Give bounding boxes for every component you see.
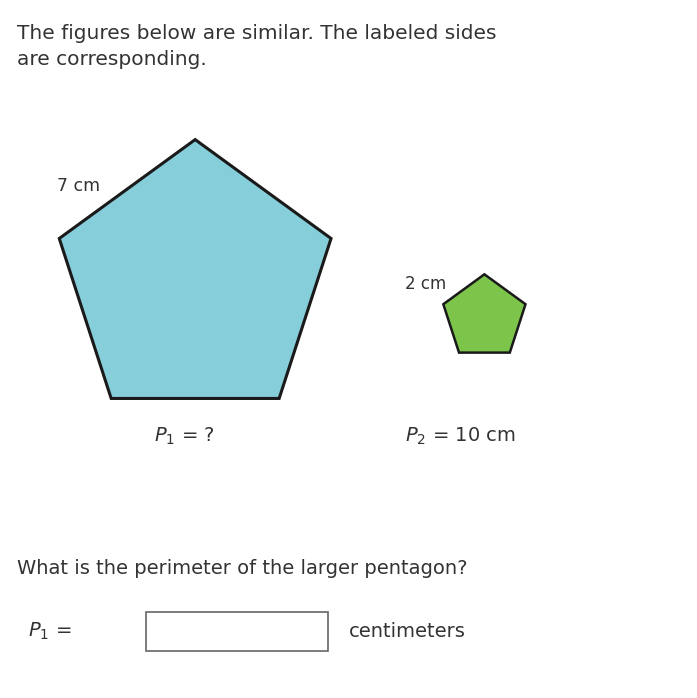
Text: centimeters: centimeters — [348, 622, 466, 641]
Text: 2 cm: 2 cm — [405, 275, 446, 292]
FancyBboxPatch shape — [146, 612, 328, 651]
Text: $P_2$ = 10 cm: $P_2$ = 10 cm — [405, 426, 515, 447]
Text: 7 cm: 7 cm — [57, 177, 100, 195]
Polygon shape — [59, 140, 331, 399]
Text: $P_1$ =: $P_1$ = — [28, 621, 72, 642]
Text: What is the perimeter of the larger pentagon?: What is the perimeter of the larger pent… — [17, 559, 468, 579]
Text: $P_1$ = ?: $P_1$ = ? — [154, 426, 215, 447]
Text: The figures below are similar. The labeled sides
are corresponding.: The figures below are similar. The label… — [17, 24, 497, 69]
Polygon shape — [443, 274, 526, 352]
